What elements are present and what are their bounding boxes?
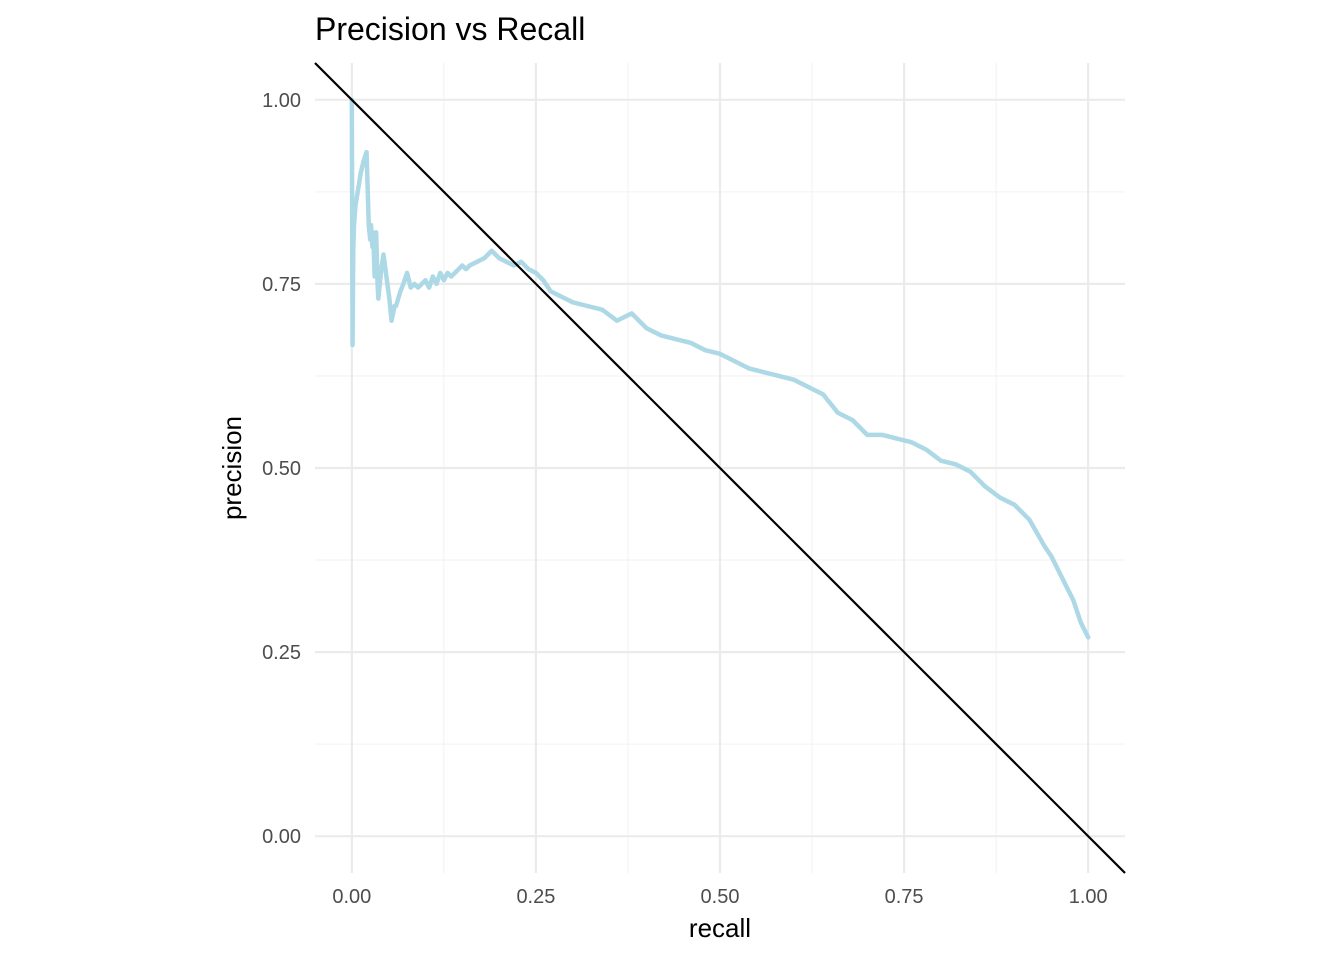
diagonal-reference-line [314,62,1126,874]
x-tick-label: 0.75 [885,886,924,908]
y-axis-label: precision [217,416,247,520]
y-tick-label: 0.00 [262,826,301,848]
x-tick-label: 1.00 [1069,886,1108,908]
x-tick-label: 0.25 [516,886,555,908]
x-tick-label: 0.00 [332,886,371,908]
series-layer [314,62,1126,874]
x-axis-label: recall [689,913,751,943]
y-tick-label: 1.00 [262,90,301,112]
y-tick-label: 0.25 [262,642,301,664]
chart-title: Precision vs Recall [315,11,585,47]
x-tick-label: 0.50 [701,886,740,908]
y-tick-label: 0.75 [262,274,301,296]
tick-labels: 0.00 0.25 0.50 0.75 1.00 0.00 0.25 0.50 0.75 1.00 [262,90,1108,908]
precision-recall-curve [349,97,1091,640]
y-tick-label: 0.50 [262,458,301,480]
